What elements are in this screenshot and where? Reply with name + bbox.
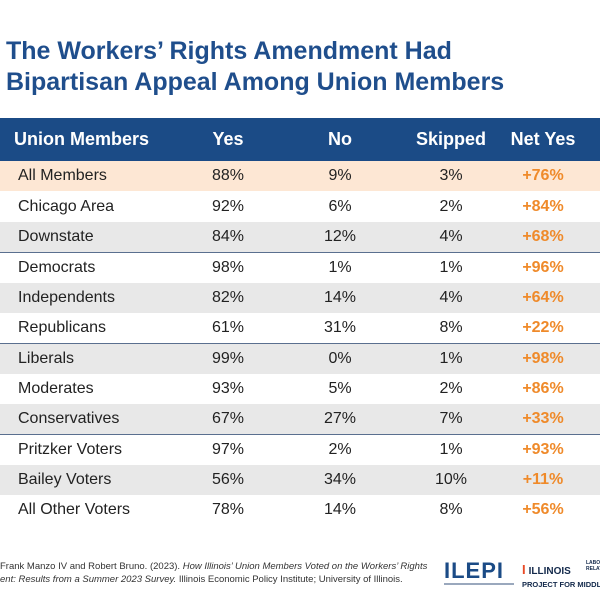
skipped-value: 2% <box>439 197 463 215</box>
results-table-container: Union Members Yes No Skipped Net Yes All Mem… <box>0 118 600 526</box>
illinois-logo-subtitle: PROJECT FOR MIDDLE CLA <box>522 580 600 589</box>
net-yes-value: +96% <box>522 258 564 276</box>
skipped-value: 1% <box>439 349 463 367</box>
skipped-value: 1% <box>439 440 463 458</box>
row-label: All Members <box>18 167 107 185</box>
citation-line2-plain: Illinois Economic Policy Institute; Univ… <box>176 574 403 585</box>
no-value: 9% <box>328 167 352 185</box>
no-value: 6% <box>328 197 352 215</box>
row-label: Democrats <box>18 258 96 276</box>
row-label: Downstate <box>0 221 192 253</box>
net-yes-value: +56% <box>522 501 564 519</box>
yes-value: 93% <box>211 379 245 397</box>
table-row: Liberals 99% 0% 1% +98% <box>0 343 600 374</box>
table-row: Downstate 84% 12% 4% +68% <box>0 221 600 253</box>
skipped-value: 2% <box>439 379 463 397</box>
table-row: Conservatives 67% 27% 7% +33% <box>0 404 600 436</box>
row-label: Conservatives <box>0 404 192 436</box>
yes-value: 67% <box>192 404 264 436</box>
skipped-value: 8% <box>439 501 463 519</box>
yes-value: 84% <box>192 221 264 253</box>
table-row: Bailey Voters 56% 34% 10% +11% <box>0 464 600 496</box>
net-yes-value: +64% <box>522 288 564 306</box>
illinois-logo-text: ILLINOIS <box>528 566 571 577</box>
skipped-value: 1% <box>439 258 463 276</box>
table-row: Chicago Area 92% 6% 2% +84% <box>0 191 600 222</box>
net-yes-value: +98% <box>522 349 564 367</box>
yes-value: 88% <box>211 167 245 185</box>
row-label: All Other Voters <box>18 501 131 519</box>
table-row: All Members 88% 9% 3% +76% <box>0 161 600 192</box>
row-label: Republicans <box>0 312 192 344</box>
net-yes-value: +76% <box>522 167 564 185</box>
yes-value: 97% <box>211 440 245 458</box>
net-yes-value: +68% <box>486 221 600 253</box>
skipped-value: 10% <box>434 471 468 489</box>
column-header: Skipped <box>416 129 487 149</box>
yes-value: 56% <box>211 471 245 489</box>
skipped-value: 4% <box>416 221 486 253</box>
no-value: 5% <box>328 379 352 397</box>
no-value: 14% <box>323 288 357 306</box>
yes-value: 61% <box>192 312 264 344</box>
no-value: 27% <box>264 404 416 436</box>
no-value: 2% <box>328 440 352 458</box>
ilepi-logo: ILEPI <box>444 558 505 583</box>
column-header: No <box>328 129 352 149</box>
no-value: 31% <box>264 312 416 344</box>
results-table: Union Members Yes No Skipped Net Yes All Mem… <box>0 118 600 526</box>
no-value: 1% <box>328 258 352 276</box>
row-label: Pritzker Voters <box>18 440 123 458</box>
net-yes-value: +84% <box>522 197 564 215</box>
row-label: Liberals <box>18 349 75 367</box>
citation-line2-italic: ent: Results from a Summer 2023 Survey. <box>0 574 177 585</box>
net-yes-value: +22% <box>486 312 600 344</box>
table-row: Republicans 61% 31% 8% +22% <box>0 312 600 344</box>
no-value: 0% <box>328 349 352 367</box>
yes-value: 82% <box>211 288 245 306</box>
column-header: Yes <box>212 129 244 149</box>
yes-value: 99% <box>211 349 245 367</box>
net-yes-value: +86% <box>522 379 564 397</box>
net-yes-value: +11% <box>522 471 564 489</box>
illinois-block-i-icon: I <box>522 562 526 577</box>
skipped-value: 3% <box>439 167 463 185</box>
skipped-value: 7% <box>416 404 486 436</box>
no-value: 14% <box>323 501 357 519</box>
row-label: Independents <box>18 288 115 306</box>
citation-line1-italic: How Illinois’ Union Members Voted on the… <box>182 561 428 572</box>
table-row: Pritzker Voters 97% 2% 1% +93% <box>0 434 600 465</box>
table-row: Moderates 93% 5% 2% +86% <box>0 373 600 405</box>
title-line-1: The Workers’ Rights Amendment Had <box>6 37 452 65</box>
table-row: Independents 82% 14% 4% +64% <box>0 282 600 313</box>
skipped-value: 8% <box>416 312 486 344</box>
no-value: 12% <box>264 221 416 253</box>
no-value: 34% <box>323 471 357 489</box>
column-header: Net Yes <box>510 129 576 149</box>
skipped-value: 4% <box>439 288 463 306</box>
illinois-logo: I ILLINOIS <box>522 562 571 577</box>
footer: Frank Manzo IV and Robert Bruno. (2023).… <box>0 556 600 600</box>
ilepi-logo-underline <box>444 583 514 585</box>
net-yes-value: +93% <box>522 440 564 458</box>
page-title: The Workers’ Rights Amendment Had Bipart… <box>6 36 596 98</box>
citation-line1-plain: Frank Manzo IV and Robert Bruno. (2023). <box>0 561 183 572</box>
yes-value: 98% <box>211 258 245 276</box>
row-label: Moderates <box>18 379 94 397</box>
net-yes-value: +33% <box>486 404 600 436</box>
row-label: Bailey Voters <box>18 471 112 489</box>
citation: Frank Manzo IV and Robert Bruno. (2023).… <box>0 560 440 586</box>
table-row: Democrats 98% 1% 1% +96% <box>0 252 600 283</box>
row-label: Chicago Area <box>18 197 115 215</box>
table-row: All Other Voters 78% 14% 8% +56% <box>0 495 600 526</box>
column-header: Union Members <box>14 129 150 149</box>
table-header-row: Union Members Yes No Skipped Net Yes <box>0 118 600 161</box>
yes-value: 78% <box>211 501 245 519</box>
title-line-2: Bipartisan Appeal Among Union Members <box>6 68 505 96</box>
table-body: All Members 88% 9% 3% +76% Chicago Area 92% 6% 2… <box>0 161 600 526</box>
yes-value: 92% <box>211 197 245 215</box>
